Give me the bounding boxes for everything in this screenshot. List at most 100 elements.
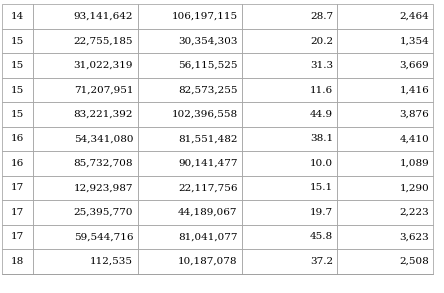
Bar: [2, 78, 33, 102]
Text: 3,669: 3,669: [400, 61, 429, 70]
Text: 1,416: 1,416: [400, 86, 429, 95]
Text: 15: 15: [11, 61, 24, 70]
Bar: [33, 53, 138, 78]
Bar: [33, 29, 138, 53]
Text: 45.8: 45.8: [310, 232, 333, 241]
Bar: [242, 4, 337, 29]
Bar: [242, 249, 337, 274]
Text: 3,623: 3,623: [400, 232, 429, 241]
Text: 81,551,482: 81,551,482: [178, 134, 238, 144]
Text: 10.0: 10.0: [310, 159, 333, 168]
Text: 28.7: 28.7: [310, 12, 333, 21]
Bar: [33, 4, 138, 29]
Bar: [242, 225, 337, 249]
Bar: [2, 29, 33, 53]
Text: 37.2: 37.2: [310, 257, 333, 266]
Bar: [337, 4, 433, 29]
Bar: [138, 29, 242, 53]
Text: 16: 16: [11, 159, 24, 168]
Text: 44.9: 44.9: [310, 110, 333, 119]
Bar: [138, 249, 242, 274]
Text: 38.1: 38.1: [310, 134, 333, 144]
Text: 59,544,716: 59,544,716: [74, 232, 133, 241]
Text: 15: 15: [11, 37, 24, 46]
Text: 16: 16: [11, 134, 24, 144]
Bar: [337, 102, 433, 127]
Text: 18: 18: [11, 257, 24, 266]
Text: 102,396,558: 102,396,558: [171, 110, 238, 119]
Text: 106,197,115: 106,197,115: [171, 12, 238, 21]
Text: 1,089: 1,089: [400, 159, 429, 168]
Text: 12,923,987: 12,923,987: [74, 183, 133, 193]
Text: 56,115,525: 56,115,525: [178, 61, 238, 70]
Bar: [138, 200, 242, 225]
Text: 31,022,319: 31,022,319: [74, 61, 133, 70]
Text: 2,464: 2,464: [400, 12, 429, 21]
Bar: [337, 127, 433, 151]
Bar: [33, 176, 138, 200]
Bar: [2, 102, 33, 127]
Bar: [138, 151, 242, 176]
Bar: [33, 225, 138, 249]
Text: 112,535: 112,535: [90, 257, 133, 266]
Text: 54,341,080: 54,341,080: [74, 134, 133, 144]
Bar: [2, 53, 33, 78]
Bar: [2, 151, 33, 176]
Bar: [138, 225, 242, 249]
Text: 93,141,642: 93,141,642: [74, 12, 133, 21]
Text: 11.6: 11.6: [310, 86, 333, 95]
Bar: [138, 53, 242, 78]
Text: 30,354,303: 30,354,303: [178, 37, 238, 46]
Bar: [2, 4, 33, 29]
Bar: [33, 127, 138, 151]
Bar: [2, 249, 33, 274]
Text: 17: 17: [11, 232, 24, 241]
Text: 31.3: 31.3: [310, 61, 333, 70]
Bar: [337, 200, 433, 225]
Text: 2,508: 2,508: [400, 257, 429, 266]
Bar: [242, 176, 337, 200]
Bar: [33, 102, 138, 127]
Text: 3,876: 3,876: [400, 110, 429, 119]
Text: 17: 17: [11, 183, 24, 193]
Text: 25,395,770: 25,395,770: [74, 208, 133, 217]
Text: 1,354: 1,354: [400, 37, 429, 46]
Bar: [2, 225, 33, 249]
Bar: [138, 127, 242, 151]
Bar: [138, 78, 242, 102]
Text: 44,189,067: 44,189,067: [178, 208, 238, 217]
Bar: [33, 249, 138, 274]
Bar: [33, 151, 138, 176]
Bar: [337, 225, 433, 249]
Bar: [33, 78, 138, 102]
Bar: [337, 53, 433, 78]
Text: 15: 15: [11, 110, 24, 119]
Bar: [2, 127, 33, 151]
Bar: [138, 102, 242, 127]
Text: 22,755,185: 22,755,185: [74, 37, 133, 46]
Text: 83,221,392: 83,221,392: [74, 110, 133, 119]
Bar: [242, 200, 337, 225]
Bar: [337, 151, 433, 176]
Text: 1,290: 1,290: [400, 183, 429, 193]
Bar: [337, 176, 433, 200]
Text: 14: 14: [11, 12, 24, 21]
Text: 81,041,077: 81,041,077: [178, 232, 238, 241]
Bar: [138, 4, 242, 29]
Text: 82,573,255: 82,573,255: [178, 86, 238, 95]
Text: 2,223: 2,223: [400, 208, 429, 217]
Bar: [2, 176, 33, 200]
Text: 15: 15: [11, 86, 24, 95]
Bar: [242, 151, 337, 176]
Text: 17: 17: [11, 208, 24, 217]
Text: 90,141,477: 90,141,477: [178, 159, 238, 168]
Text: 15.1: 15.1: [310, 183, 333, 193]
Text: 4,410: 4,410: [400, 134, 429, 144]
Bar: [242, 78, 337, 102]
Bar: [337, 78, 433, 102]
Bar: [138, 176, 242, 200]
Text: 20.2: 20.2: [310, 37, 333, 46]
Text: 19.7: 19.7: [310, 208, 333, 217]
Bar: [337, 249, 433, 274]
Bar: [242, 102, 337, 127]
